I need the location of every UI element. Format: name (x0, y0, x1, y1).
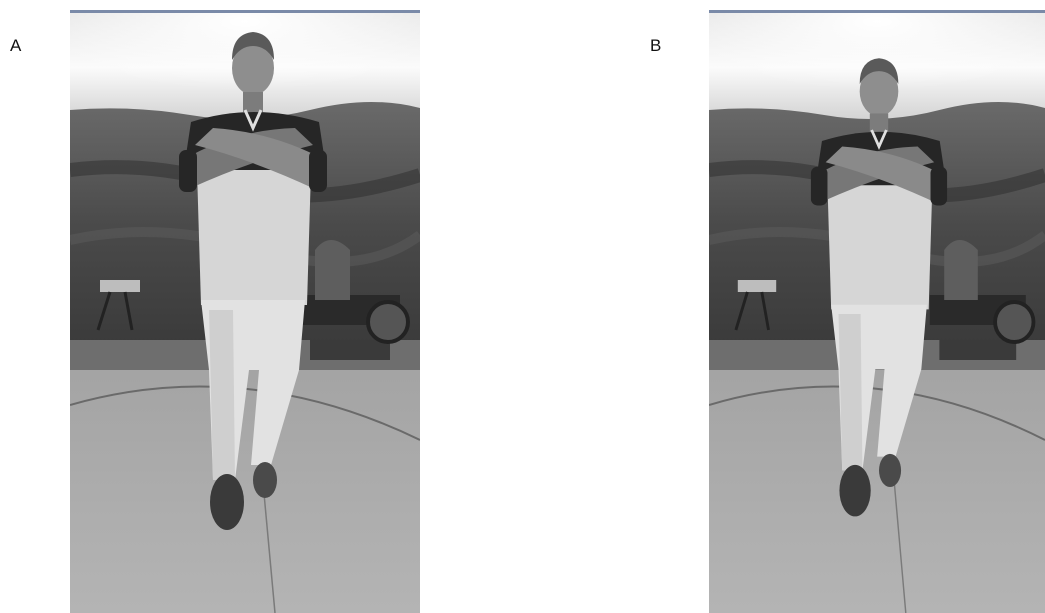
panel-label: A (10, 36, 22, 55)
panel-label: B (650, 36, 662, 55)
